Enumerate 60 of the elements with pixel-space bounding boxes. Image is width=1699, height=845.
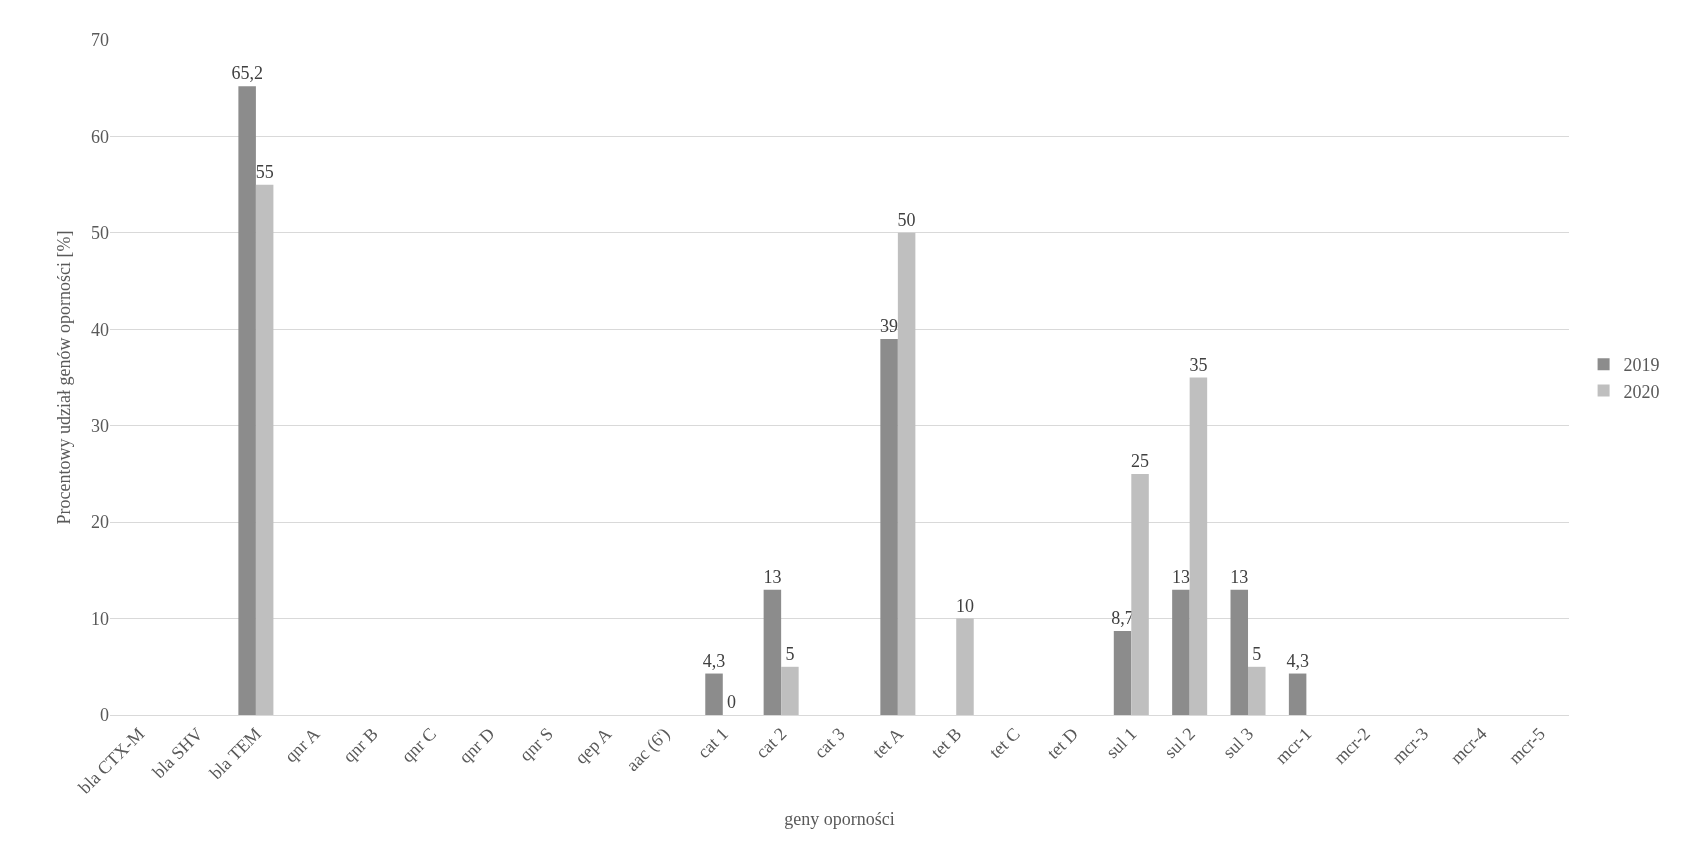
y-axis-title: Procentowy udział genów oporności [%] <box>54 230 75 525</box>
bar <box>1189 377 1208 715</box>
bar <box>880 338 898 715</box>
bar <box>1230 589 1249 715</box>
legend-label: 2020 <box>1623 381 1660 402</box>
data-label: 10 <box>955 595 974 616</box>
x-tick-label: aac (6') <box>622 723 675 776</box>
y-tick-label: 70 <box>91 30 109 51</box>
x-tick-label: cat 2 <box>751 723 791 763</box>
bar <box>781 666 799 715</box>
bar <box>897 232 916 715</box>
data-label: 39 <box>880 315 899 336</box>
x-tick-label: tet A <box>868 723 908 763</box>
data-label: 35 <box>1189 354 1208 375</box>
x-tick-label: tet D <box>1042 723 1083 763</box>
x-tick-label: sul 3 <box>1218 723 1258 763</box>
data-label: 5 <box>785 643 795 664</box>
bar <box>238 86 256 715</box>
data-label: 0 <box>727 692 737 712</box>
x-tick-label: qnr A <box>280 723 324 767</box>
bar <box>1248 666 1266 715</box>
data-label: 55 <box>255 161 274 182</box>
y-tick-label: 10 <box>91 608 109 629</box>
x-tick-label: qnr S <box>515 723 557 766</box>
x-tick-label: cat 1 <box>693 723 732 763</box>
data-label: 8,7 <box>1111 608 1134 629</box>
data-label: 65,2 <box>231 63 263 84</box>
x-tick-label: tet B <box>926 723 966 763</box>
x-tick-label: qnr B <box>339 723 382 767</box>
x-tick-label: cat 3 <box>810 723 849 763</box>
bar <box>1288 673 1307 715</box>
bar <box>1113 631 1132 715</box>
data-label: 50 <box>897 209 916 230</box>
x-tick-label: qnr C <box>397 723 441 767</box>
data-label: 13 <box>1230 566 1249 587</box>
data-label: 13 <box>1171 566 1190 587</box>
y-tick-label: 30 <box>91 416 109 437</box>
x-tick-label: sul 2 <box>1160 723 1199 763</box>
legend-label: 2019 <box>1623 355 1660 376</box>
y-tick-label: 0 <box>100 705 109 726</box>
bar <box>956 618 974 715</box>
y-tick-label: 40 <box>91 319 109 340</box>
bar <box>1131 473 1149 715</box>
bar <box>255 184 274 715</box>
data-label: 4,3 <box>702 650 726 671</box>
x-axis-title: geny oporności <box>784 808 895 829</box>
data-label: 5 <box>1252 643 1262 664</box>
x-tick-label: sul 1 <box>1101 723 1141 763</box>
data-label: 25 <box>1131 450 1150 471</box>
bar <box>763 589 782 715</box>
x-tick-label: qep A <box>571 723 616 768</box>
x-tick-label: tet C <box>985 723 1024 763</box>
y-tick-label: 20 <box>91 512 109 533</box>
y-tick-label: 60 <box>91 126 109 147</box>
data-label: 13 <box>763 566 782 587</box>
data-label: 4,3 <box>1286 650 1309 671</box>
bar <box>705 673 723 715</box>
x-tick-label: qnr D <box>455 723 499 768</box>
bar <box>1172 589 1190 715</box>
y-tick-label: 50 <box>91 223 109 244</box>
